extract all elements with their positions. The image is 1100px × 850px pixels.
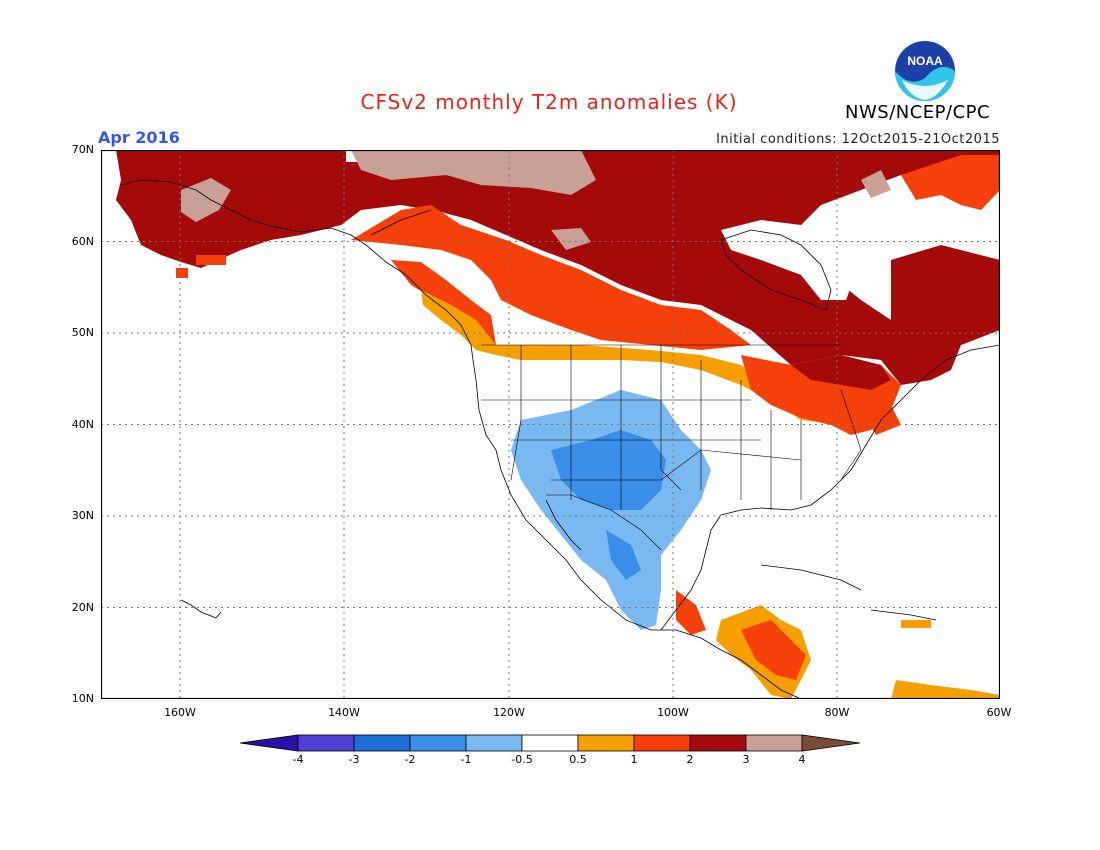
colorbar-label: -1 <box>460 753 472 766</box>
colorbar-swatch <box>633 734 691 752</box>
colorbar-swatch <box>689 734 747 752</box>
lon-label-140w: 140W <box>328 706 360 719</box>
map-frame <box>101 150 1000 699</box>
initial-conditions: Initial conditions: 12Oct2015-21Oct2015 <box>716 132 1000 147</box>
colorbar-label: -0.5 <box>511 753 533 766</box>
colorbar-label: -4 <box>292 753 304 766</box>
lon-label-80w: 80W <box>824 706 850 719</box>
colorbar-swatch <box>465 734 523 752</box>
lat-label-10n: 10N <box>71 692 94 705</box>
colorbar-label: 2 <box>686 753 694 766</box>
colorbar-label: 4 <box>798 753 806 766</box>
colorbar-swatch <box>297 734 355 752</box>
borders <box>481 344 862 551</box>
colorbar-swatch <box>353 734 411 752</box>
anomaly-map <box>101 150 1000 699</box>
lat-label-20n: 20N <box>71 601 94 614</box>
colorbar-label: -2 <box>404 753 416 766</box>
lat-label-60n: 60N <box>71 235 94 248</box>
lat-label-70n: 70N <box>71 143 94 156</box>
colorbar-label: 3 <box>742 753 750 766</box>
map-title: CFSv2 monthly T2m anomalies (K) <box>360 90 738 114</box>
colorbar-swatch <box>239 734 299 752</box>
color-bar <box>239 734 861 752</box>
colorbar-swatch <box>577 734 635 752</box>
coastlines <box>120 179 1000 699</box>
lon-label-120w: 120W <box>493 706 525 719</box>
forecast-month: Apr 2016 <box>98 128 180 147</box>
colorbar-label: 0.5 <box>569 753 587 766</box>
lat-label-30n: 30N <box>71 509 94 522</box>
lat-label-50n: 50N <box>71 326 94 339</box>
noaa-logo: NOAA <box>895 41 955 101</box>
colorbar-swatch <box>745 734 803 752</box>
lon-label-60w: 60W <box>986 706 1012 719</box>
lon-label-160w: 160W <box>164 706 196 719</box>
graticule <box>101 150 1000 699</box>
agency-label: NWS/NCEP/CPC <box>845 102 991 123</box>
noaa-logo-text: NOAA <box>907 54 943 68</box>
lon-label-100w: 100W <box>657 706 689 719</box>
colorbar-label: 1 <box>630 753 638 766</box>
lat-label-40n: 40N <box>71 418 94 431</box>
colorbar-swatch <box>521 734 579 752</box>
colorbar-swatch <box>409 734 467 752</box>
colorbar-label: -3 <box>348 753 360 766</box>
colorbar-swatch <box>801 734 861 752</box>
